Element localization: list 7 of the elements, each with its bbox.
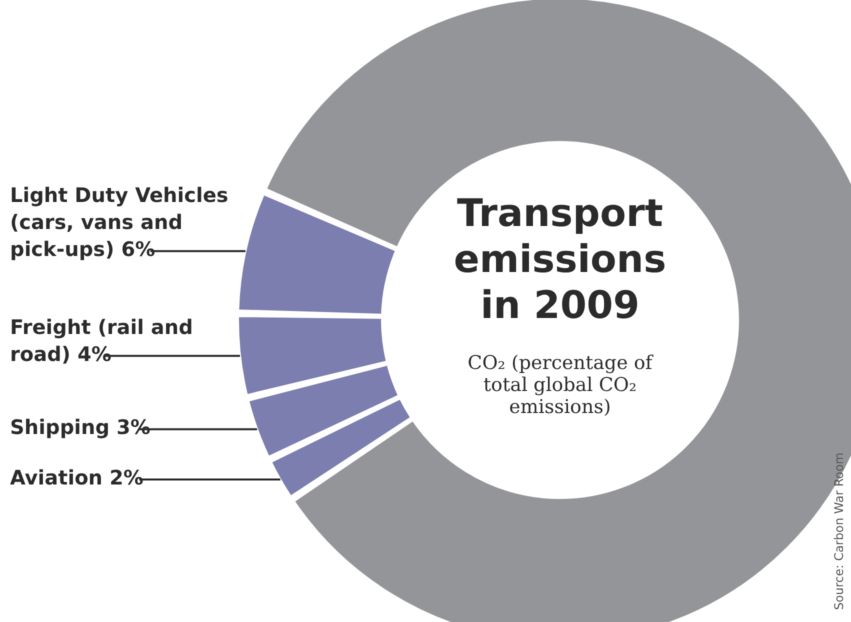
text: CO₂ (percentage of total global CO₂ emissions) xyxy=(466,352,654,418)
slice-label: Aviation 2% xyxy=(10,466,144,490)
source-note: Source: Carbon War Room xyxy=(832,452,846,610)
slice-label: Freight (rail and road) 4% xyxy=(10,315,193,366)
slice-label: Shipping 3% xyxy=(10,416,150,440)
slice-label: Light Duty Vehicles (cars, vans and pick-ups) 6% xyxy=(10,184,228,262)
text: Transport emissions in 2009 xyxy=(452,190,668,328)
